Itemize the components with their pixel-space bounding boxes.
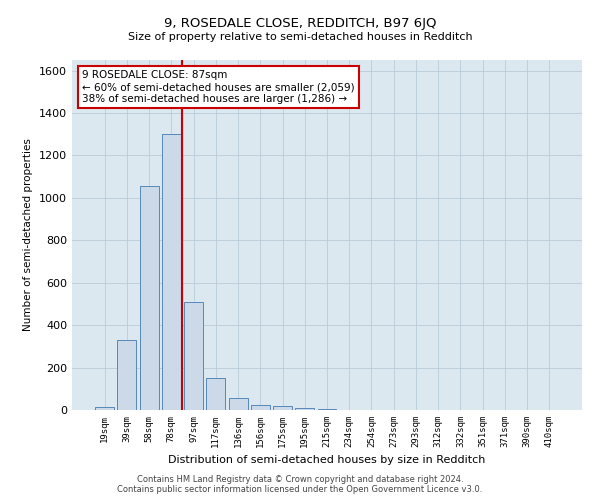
Y-axis label: Number of semi-detached properties: Number of semi-detached properties: [23, 138, 34, 332]
X-axis label: Distribution of semi-detached houses by size in Redditch: Distribution of semi-detached houses by …: [169, 456, 485, 466]
Bar: [251, 404, 270, 410]
Text: 9, ROSEDALE CLOSE, REDDITCH, B97 6JQ: 9, ROSEDALE CLOSE, REDDITCH, B97 6JQ: [164, 18, 436, 30]
Bar: [184, 302, 203, 410]
Bar: [206, 378, 225, 410]
Bar: [162, 134, 181, 410]
Bar: [295, 408, 314, 410]
Text: Contains HM Land Registry data © Crown copyright and database right 2024.: Contains HM Land Registry data © Crown c…: [137, 475, 463, 484]
Text: 9 ROSEDALE CLOSE: 87sqm
← 60% of semi-detached houses are smaller (2,059)
38% of: 9 ROSEDALE CLOSE: 87sqm ← 60% of semi-de…: [82, 70, 355, 104]
Bar: [118, 340, 136, 410]
Bar: [273, 406, 292, 410]
Bar: [229, 398, 248, 410]
Text: Size of property relative to semi-detached houses in Redditch: Size of property relative to semi-detach…: [128, 32, 472, 42]
Bar: [140, 186, 158, 410]
Bar: [95, 407, 114, 410]
Text: Contains public sector information licensed under the Open Government Licence v3: Contains public sector information licen…: [118, 485, 482, 494]
